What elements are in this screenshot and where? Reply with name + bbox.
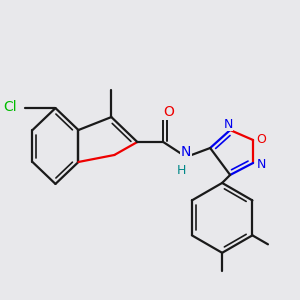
Text: N: N (181, 145, 191, 159)
Text: Cl: Cl (3, 100, 16, 114)
Text: H: H (176, 164, 186, 178)
Text: O: O (163, 105, 174, 119)
Text: O: O (256, 133, 266, 146)
Text: N: N (224, 118, 233, 130)
Text: N: N (256, 158, 266, 172)
